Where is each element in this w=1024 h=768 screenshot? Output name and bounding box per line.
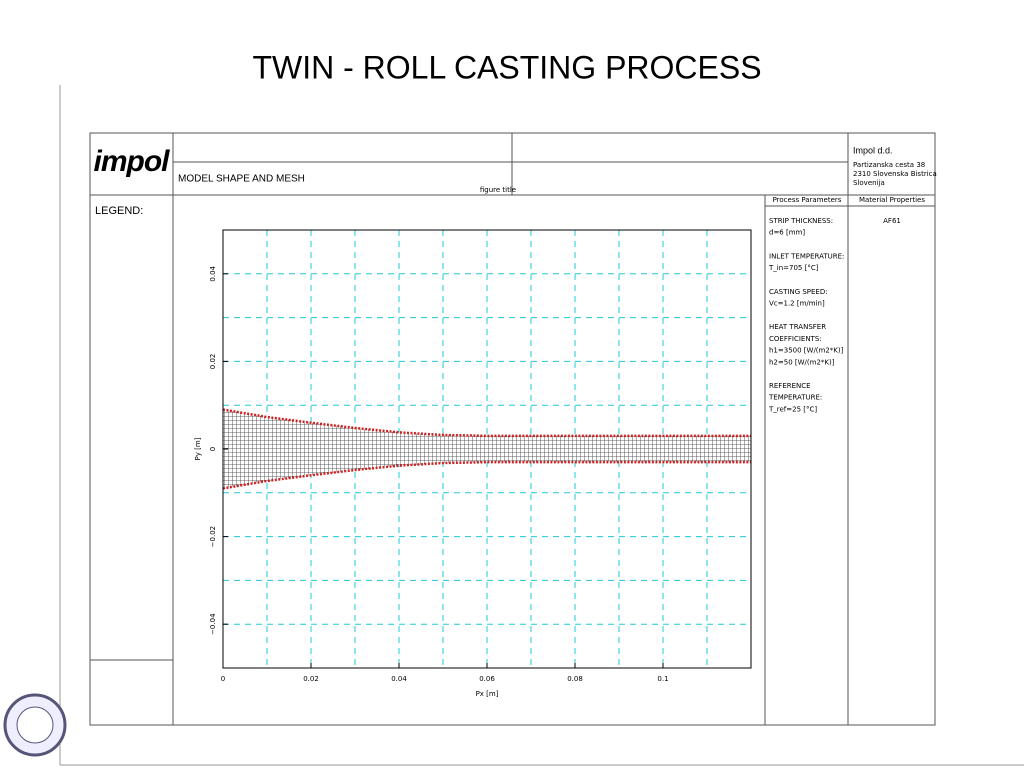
legend-label: LEGEND:	[95, 205, 143, 217]
y-tick-label: 0.02	[209, 354, 217, 370]
parameter-line: h2=50 [W/(m2*K)]	[769, 358, 835, 366]
x-tick-label: 0	[221, 675, 225, 683]
address-line: 2310 Slovenska Bistrica	[853, 170, 937, 178]
material: AF61	[883, 217, 901, 225]
parameter-line: T_ref=25 [°C]	[768, 405, 817, 413]
parameter-line: Vc=1.2 [m/min]	[769, 300, 825, 308]
x-axis-label: Px [m]	[476, 690, 499, 698]
x-tick-label: 0.08	[567, 675, 583, 683]
parameter-line: d=6 [mm]	[769, 229, 805, 237]
x-tick-label: 0.02	[303, 675, 319, 683]
parameter-line: REFERENCE	[769, 382, 811, 390]
slide-title: TWIN - ROLL CASTING PROCESS	[252, 49, 761, 85]
y-tick-label: 0	[209, 447, 217, 451]
parameter-line: T_in=705 [°C]	[768, 264, 819, 272]
address-line: Slovenija	[853, 179, 885, 187]
parameter-line: HEAT TRANSFER	[769, 323, 826, 331]
y-tick-label: 0.04	[209, 265, 217, 281]
boundary-line	[222, 460, 751, 490]
y-tick-label: −0.02	[209, 526, 217, 547]
y-axis-label: Py [m]	[194, 437, 202, 460]
sheet-frame	[89, 132, 936, 726]
parameter-line: h1=3500 [W/(m2*K)]	[769, 347, 844, 355]
material-header: Material Properties	[859, 196, 925, 204]
parameter-line: TEMPERATURE:	[768, 394, 822, 402]
parameter-line: STRIP THICKNESS:	[769, 217, 833, 225]
logo: impol	[94, 145, 171, 178]
mesh	[223, 409, 751, 489]
x-tick-label: 0.06	[479, 675, 495, 683]
parameter-line: CASTING SPEED:	[769, 288, 828, 296]
process-header: Process Parameters	[773, 196, 842, 204]
y-tick-label: −0.04	[209, 613, 217, 635]
boundary-line	[222, 408, 751, 438]
company: Impol d.d.	[853, 145, 893, 155]
seal	[3, 693, 67, 757]
figure-title-caption: figure title	[480, 186, 516, 194]
address-line: Partizanska cesta 38	[853, 161, 925, 169]
parameter-line: COEFFICIENTS:	[769, 335, 822, 343]
x-tick-label: 0.1	[657, 675, 668, 683]
parameter-line: INLET TEMPERATURE:	[769, 252, 844, 260]
x-tick-label: 0.04	[391, 675, 407, 683]
figure-title: MODEL SHAPE AND MESH	[178, 174, 305, 185]
